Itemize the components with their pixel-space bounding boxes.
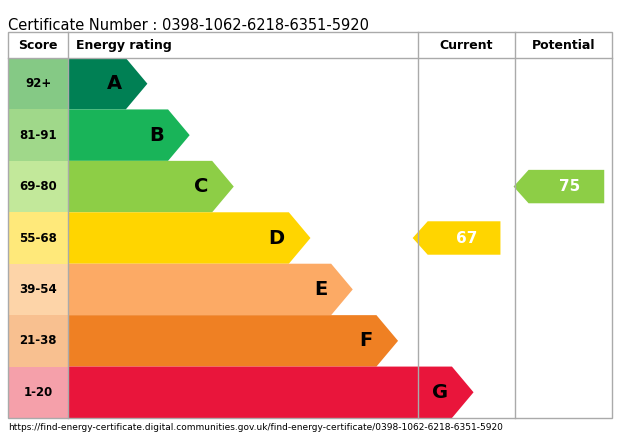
Bar <box>8 58 68 110</box>
Bar <box>8 110 68 161</box>
Text: B: B <box>149 126 164 145</box>
Polygon shape <box>413 221 500 255</box>
Bar <box>8 315 68 367</box>
Text: 92+: 92+ <box>25 77 51 90</box>
Polygon shape <box>68 264 353 315</box>
Bar <box>8 32 612 418</box>
Text: 81-91: 81-91 <box>19 128 57 142</box>
Polygon shape <box>68 110 190 161</box>
Bar <box>8 161 68 212</box>
Text: Certificate Number : 0398-1062-6218-6351-5920: Certificate Number : 0398-1062-6218-6351… <box>8 18 369 33</box>
Text: E: E <box>314 280 327 299</box>
Text: 39-54: 39-54 <box>19 283 57 296</box>
Text: 55-68: 55-68 <box>19 231 57 245</box>
Bar <box>8 264 68 315</box>
Text: 67: 67 <box>456 231 478 246</box>
Text: 21-38: 21-38 <box>19 334 57 347</box>
Polygon shape <box>68 367 474 418</box>
Text: Current: Current <box>440 39 494 51</box>
Text: G: G <box>432 383 448 402</box>
Text: 69-80: 69-80 <box>19 180 57 193</box>
Text: https://find-energy-certificate.digital.communities.gov.uk/find-energy-certifica: https://find-energy-certificate.digital.… <box>8 423 503 432</box>
Polygon shape <box>68 58 148 110</box>
Text: 1-20: 1-20 <box>24 386 53 399</box>
Polygon shape <box>68 315 398 367</box>
Text: F: F <box>359 331 373 350</box>
Text: C: C <box>194 177 208 196</box>
Text: A: A <box>107 74 122 93</box>
Text: Potential: Potential <box>532 39 595 51</box>
Bar <box>8 212 68 264</box>
Polygon shape <box>68 161 234 212</box>
Polygon shape <box>513 170 604 203</box>
Polygon shape <box>68 212 311 264</box>
Bar <box>8 367 68 418</box>
Bar <box>8 32 612 58</box>
Text: 75: 75 <box>559 179 580 194</box>
Text: Energy rating: Energy rating <box>76 39 172 51</box>
Text: Score: Score <box>18 39 58 51</box>
Text: D: D <box>268 228 285 247</box>
